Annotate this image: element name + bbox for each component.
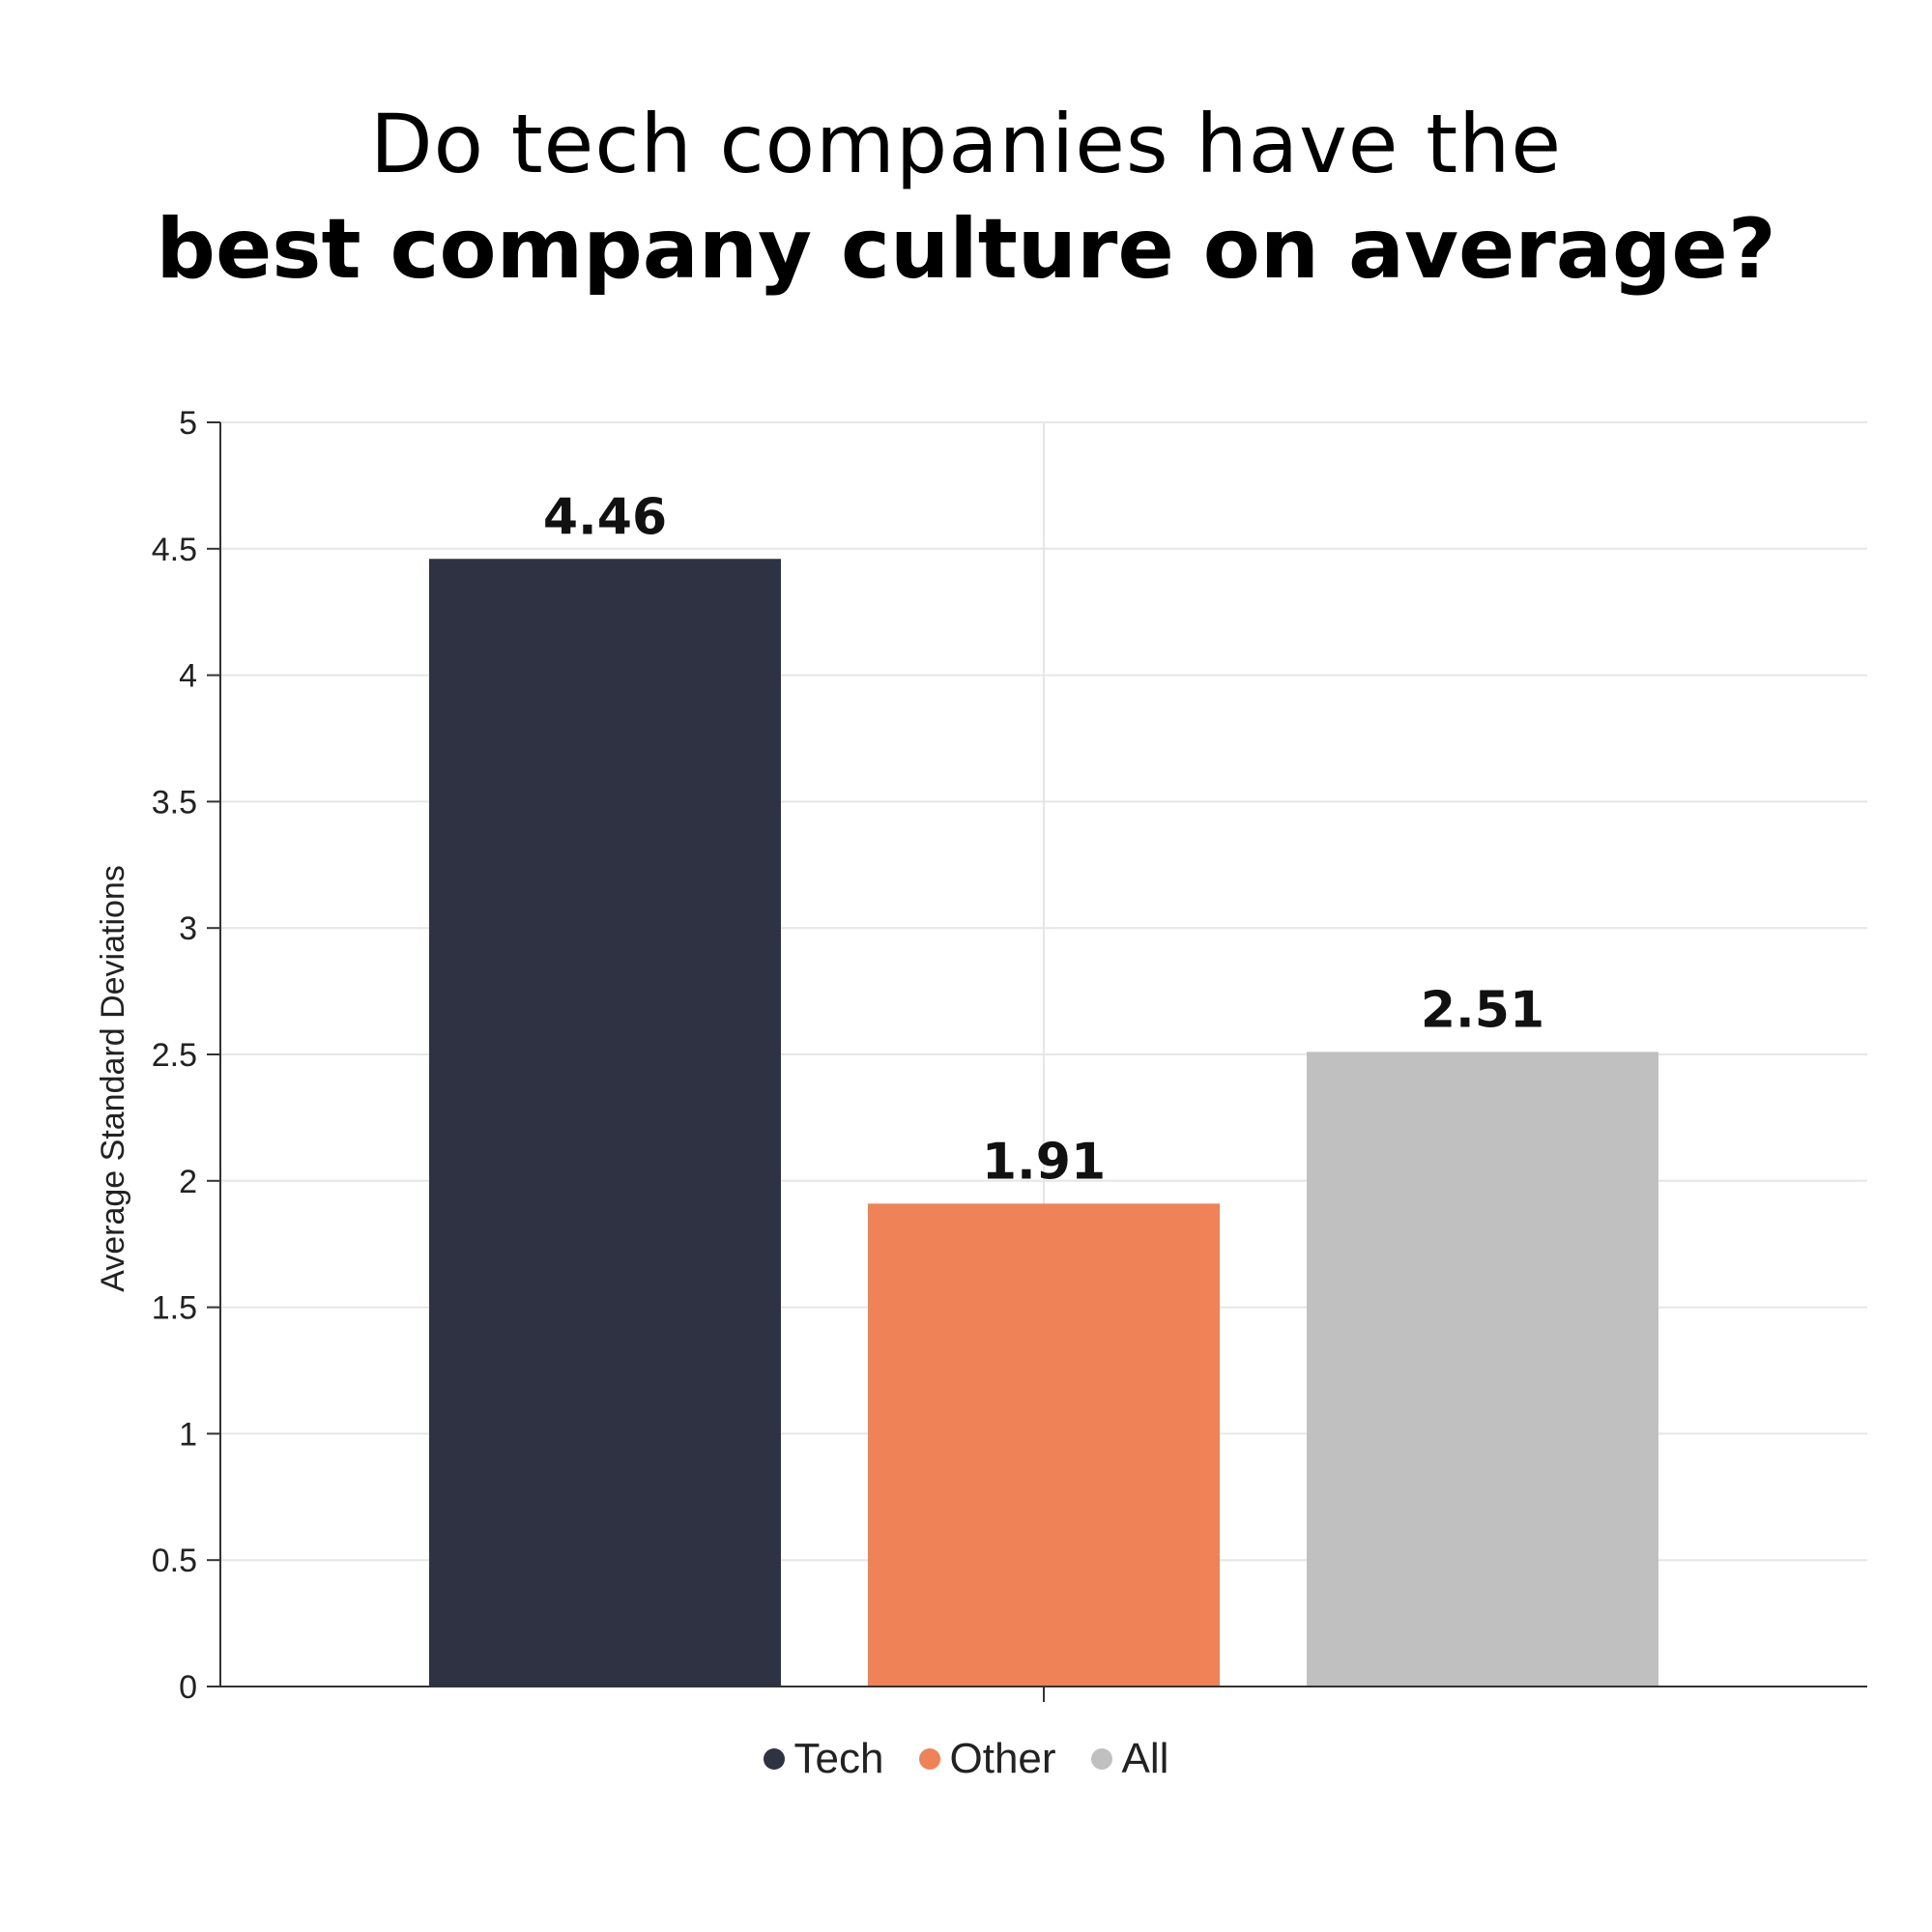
legend-item-other: Other (918, 1735, 1056, 1783)
legend-label: Tech (793, 1735, 884, 1782)
legend-item-tech: Tech (763, 1735, 884, 1783)
y-tick-label: 1.5 (152, 1290, 197, 1327)
chart-legend: Tech Other All (0, 1735, 1932, 1783)
y-tick-label: 5 (179, 405, 197, 442)
y-tick-label: 2 (179, 1164, 197, 1200)
chart-title-line1: Do tech companies have the (369, 97, 1563, 191)
bar-all (1307, 1052, 1658, 1687)
y-tick-label: 1 (179, 1416, 197, 1453)
y-tick-label: 3 (179, 910, 197, 947)
data-label-tech: 4.46 (543, 488, 667, 546)
y-tick-label: 4.5 (152, 532, 197, 568)
legend-swatch (1090, 1748, 1112, 1770)
y-axis-title: Average Standard Deviations (95, 865, 131, 1292)
bar-tech (429, 559, 781, 1687)
legend-label: Other (949, 1735, 1056, 1782)
legend-swatch (763, 1748, 785, 1770)
y-tick-label: 0.5 (152, 1543, 197, 1579)
bar-other (868, 1203, 1220, 1687)
legend-swatch (918, 1748, 940, 1770)
legend-label: All (1121, 1735, 1169, 1782)
chart-title: Do tech companies have the best company … (0, 92, 1932, 303)
y-tick-label: 4 (179, 658, 197, 695)
y-tick-label: 0 (179, 1669, 197, 1706)
y-tick-label: 2.5 (152, 1037, 197, 1074)
y-tick-label: 3.5 (152, 784, 197, 821)
chart-title-line2: best company culture on average? (156, 201, 1776, 298)
data-label-all: 2.51 (1421, 981, 1544, 1039)
data-label-other: 1.91 (982, 1133, 1106, 1191)
legend-item-all: All (1090, 1735, 1169, 1783)
